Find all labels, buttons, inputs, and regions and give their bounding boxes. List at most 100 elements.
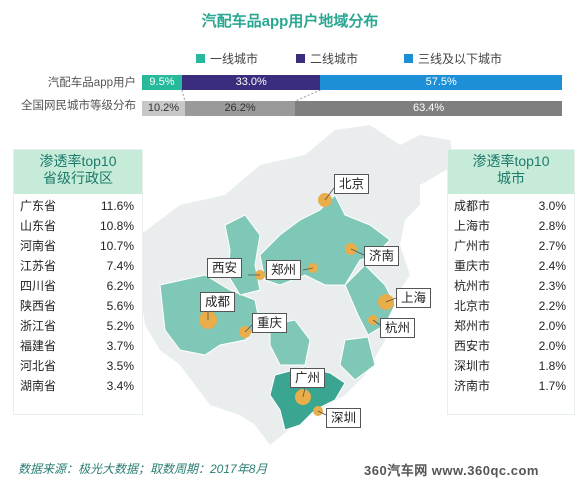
city-row: 重庆市 2.4% xyxy=(448,256,574,276)
legend-swatch-tier2 xyxy=(296,54,305,63)
city-panel-title-line1: 渗透率top10 xyxy=(472,153,550,169)
city-row: 郑州市 2.0% xyxy=(448,316,574,336)
bar-segment-tier3-row0: 57.5% xyxy=(320,75,562,90)
bar-segment-tier1-row0: 9.5% xyxy=(142,75,182,90)
province-name: 湖南省 xyxy=(20,379,57,393)
bar-segment-tier2-row0: 33.0% xyxy=(181,75,321,90)
city-value: 2.0% xyxy=(538,339,566,353)
province-panel-title-line1: 渗透率top10 xyxy=(39,153,117,169)
bar-label-netizens: 全国网民城市等级分布 xyxy=(21,100,136,112)
province-name: 广东省 xyxy=(20,199,57,213)
city-label-jinan: 济南 xyxy=(364,246,400,266)
leader-shanghai xyxy=(385,297,397,303)
city-label-zhengzhou: 郑州 xyxy=(266,260,302,280)
leader-hangzhou xyxy=(372,319,381,326)
city-name: 深圳市 xyxy=(454,359,491,373)
bar-connector-lines xyxy=(181,89,321,102)
city-panel-title-line2: 城市 xyxy=(497,170,525,186)
province-name: 河南省 xyxy=(20,239,57,253)
city-value: 2.7% xyxy=(538,239,566,253)
province-top10-panel: 渗透率top10 省级行政区 广东省 11.6% 山东省 10.8% 河南省 10.7% 江… xyxy=(14,150,142,414)
city-name: 广州市 xyxy=(454,239,491,253)
city-label-beijing: 北京 xyxy=(334,174,370,194)
leader-chongqing xyxy=(244,324,253,333)
bar-segment-tier1-row1: 10.2% xyxy=(142,101,185,116)
leader-shenzhen xyxy=(317,410,327,416)
province-name: 浙江省 xyxy=(20,319,57,333)
legend-label-tier2: 二线城市 xyxy=(310,52,359,66)
connector-line-tier2 xyxy=(294,89,321,102)
legend-label-tier3: 三线及以下城市 xyxy=(418,52,503,66)
city-row: 广州市 2.7% xyxy=(448,236,574,256)
city-value: 2.4% xyxy=(538,259,566,273)
leader-zhengzhou xyxy=(302,267,314,271)
city-row: 上海市 2.8% xyxy=(448,216,574,236)
province-list: 广东省 11.6% 山东省 10.8% 河南省 10.7% 江苏省 7.4% 四川省 6.2% 陕西… xyxy=(14,194,142,396)
city-label-xian: 西安 xyxy=(207,258,243,278)
province-value: 6.2% xyxy=(106,279,134,293)
legend-label-tier1: 一线城市 xyxy=(210,52,259,66)
province-value: 11.6% xyxy=(100,199,134,213)
map-outline xyxy=(140,125,455,445)
legend-swatch-tier3 xyxy=(404,54,413,63)
province-row: 陕西省 5.6% xyxy=(14,296,142,316)
province-row: 四川省 6.2% xyxy=(14,276,142,296)
city-value: 2.3% xyxy=(538,279,566,293)
city-row: 成都市 3.0% xyxy=(448,196,574,216)
city-list: 成都市 3.0% 上海市 2.8% 广州市 2.7% 重庆市 2.4% 杭州市 2.3% 北京市 2.… xyxy=(448,194,574,396)
province-row: 福建省 3.7% xyxy=(14,336,142,356)
city-name: 济南市 xyxy=(454,379,491,393)
city-label-shanghai: 上海 xyxy=(396,288,432,308)
province-name: 四川省 xyxy=(20,279,57,293)
city-name: 杭州市 xyxy=(454,279,491,293)
legend-item-tier1: 一线城市 xyxy=(196,50,258,67)
province-row: 河南省 10.7% xyxy=(14,236,142,256)
province-name: 陕西省 xyxy=(20,299,57,313)
province-name: 河北省 xyxy=(20,359,57,373)
bar-label-app-users: 汽配车品app用户 xyxy=(47,77,136,89)
city-name: 成都市 xyxy=(454,199,491,213)
legend-swatch-tier1 xyxy=(196,54,205,63)
legend-item-tier2: 二线城市 xyxy=(296,50,358,67)
city-row: 杭州市 2.3% xyxy=(448,276,574,296)
city-top10-panel: 渗透率top10 城市 成都市 3.0% 上海市 2.8% 广州市 2.7% 重庆市 2.4%… xyxy=(448,150,574,414)
city-value: 2.8% xyxy=(538,219,566,233)
city-label-shenzhen: 深圳 xyxy=(326,408,362,428)
city-name: 重庆市 xyxy=(454,259,491,273)
city-value: 3.0% xyxy=(538,199,566,213)
city-label-chengdu: 成都 xyxy=(200,292,236,312)
province-row: 河北省 3.5% xyxy=(14,356,142,376)
province-row: 浙江省 5.2% xyxy=(14,316,142,336)
province-row: 广东省 11.6% xyxy=(14,196,142,216)
city-value: 2.2% xyxy=(538,299,566,313)
province-value: 5.2% xyxy=(106,319,134,333)
city-value: 1.8% xyxy=(538,359,566,373)
city-row: 深圳市 1.8% xyxy=(448,356,574,376)
city-row: 西安市 2.0% xyxy=(448,336,574,356)
province-row: 山东省 10.8% xyxy=(14,216,142,236)
province-name: 江苏省 xyxy=(20,259,57,273)
city-value: 1.7% xyxy=(538,379,566,393)
province-name: 山东省 xyxy=(20,219,57,233)
leader-guangzhou xyxy=(302,387,306,398)
bar-segment-tier3-row1: 63.4% xyxy=(295,101,562,116)
city-value: 2.0% xyxy=(538,319,566,333)
leader-jinan xyxy=(350,248,365,256)
region-fujian xyxy=(339,336,376,381)
province-value: 3.5% xyxy=(106,359,134,373)
region-jiangsu-zhejiang xyxy=(344,264,396,336)
province-value: 5.6% xyxy=(106,299,134,313)
legend-item-tier3: 三线及以下城市 xyxy=(404,50,502,67)
city-row: 济南市 1.7% xyxy=(448,376,574,396)
province-value: 10.8% xyxy=(99,219,134,233)
bar-segment-tier2-row1: 26.2% xyxy=(184,101,296,116)
province-row: 湖南省 3.4% xyxy=(14,376,142,396)
province-name: 福建省 xyxy=(20,339,57,353)
province-panel-title-line2: 省级行政区 xyxy=(43,170,113,186)
chart-title: 汽配车品app用户地域分布 xyxy=(201,13,379,30)
stacked-bar-app-users: 9.5% 33.0% 57.5% xyxy=(142,75,562,90)
china-map xyxy=(140,125,455,445)
city-label-hangzhou: 杭州 xyxy=(380,318,416,338)
connector-line-tier1 xyxy=(181,89,186,102)
city-name: 北京市 xyxy=(454,299,491,313)
